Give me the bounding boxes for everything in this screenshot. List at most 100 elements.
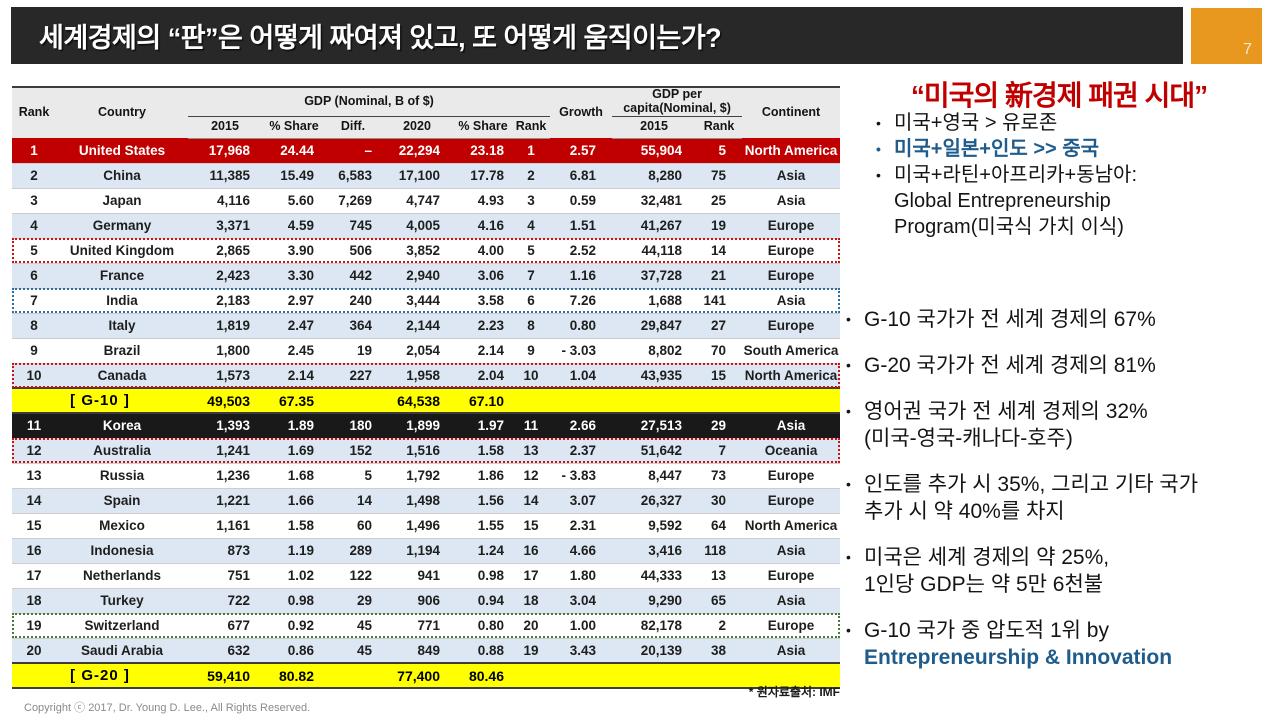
header-gdp-share-2015: % Share	[262, 116, 326, 139]
cell-continent: Europe	[742, 488, 841, 514]
table-row: 7 India 2,183 2.97 240 3,444 3.58 6 7.26 1,688 141…	[12, 288, 841, 314]
cell-gdp-share-2015: 15.49	[262, 163, 326, 189]
cell-gdp-per-capita-2015: 37,728	[612, 263, 697, 289]
cell-gdp-2020: 4,747	[380, 188, 454, 214]
cell-gdp-share-2020: 1.55	[454, 513, 512, 539]
cell-gdp-share-2020: 3.06	[454, 263, 512, 289]
cell-rank: 3	[12, 188, 56, 214]
table-row: 9 Brazil 1,800 2.45 19 2,054 2.14 9- 3.03 8,802 7…	[12, 338, 841, 364]
cell-continent: Europe	[742, 263, 841, 289]
bullet-line: Entrepreneurship & Innovation	[864, 646, 1173, 669]
cell-gdp-per-capita-rank: 29	[696, 413, 743, 439]
bullet-text: 미국+라틴+아프리카+동남아: Global Entrepreneurship Pr…	[894, 162, 1137, 240]
cell-growth: - 3.83	[550, 463, 613, 489]
cell-growth: 1.51	[550, 213, 613, 239]
cell-gdp-2020: 1,194	[380, 538, 454, 564]
cell-rank: 7	[12, 288, 56, 314]
summary-row: [ G-20 ] 59,410 80.82 77,400 80.46	[12, 663, 841, 688]
bullet-line: 미국+라틴+아프리카+동남아:	[894, 164, 1137, 186]
cell-gdp-rank-2020: 12	[512, 463, 551, 489]
cell-gdp-share-2020: 1.56	[454, 488, 512, 514]
headline-hanja: 新	[1004, 81, 1033, 112]
cell-continent: Asia	[742, 413, 841, 439]
cell-gdp-per-capita-2015: 3,416	[612, 538, 697, 564]
bullet-icon: •	[846, 311, 851, 327]
cell-gdp-2020: 77,400	[380, 663, 454, 688]
cell-gdp-share-2020: 2.23	[454, 313, 512, 339]
cell-rank: 16	[12, 538, 56, 564]
cell-growth: 0.59	[550, 188, 613, 214]
cell-gdp-share-2020: 0.88	[454, 638, 512, 664]
copyright-text: Copyright ⓒ 2017, Dr. Young D. Lee., All…	[24, 702, 311, 714]
bullet-item: • 영어권 국가 전 세계 경제의 32% (미국-영국-캐나다-호주)	[846, 398, 1280, 452]
cell-gdp-diff: 45	[326, 613, 380, 639]
cell-gdp-rank-2020: 18	[512, 588, 551, 614]
bullet-line: Global Entrepreneurship	[894, 190, 1111, 212]
table-row: 5 United Kingdom 2,865 3.90 506 3,852 4.00 5 2.5…	[12, 238, 841, 264]
cell-gdp-2020: 1,958	[380, 363, 454, 389]
cell-gdp-per-capita-rank: 15	[696, 363, 743, 389]
cell-rank: 10	[12, 363, 56, 389]
table-row: 8 Italy 1,819 2.47 364 2,144 2.23 8 0.80 29,847 27…	[12, 313, 841, 339]
cell-gdp-diff: 240	[326, 288, 380, 314]
cell-gdp-share-2015: 80.82	[262, 663, 326, 688]
cell-gdp-2020: 64,538	[380, 388, 454, 413]
cell-growth: 1.04	[550, 363, 613, 389]
cell-gdp-rank-2020: 13	[512, 438, 551, 464]
cell-gdp-2015: 1,393	[188, 413, 262, 439]
cell-gdp-per-capita-rank	[696, 388, 743, 413]
cell-gdp-share-2015: 0.86	[262, 638, 326, 664]
cell-gdp-share-2015: 1.02	[262, 563, 326, 589]
cell-continent: Asia	[742, 288, 841, 314]
bullet-line: Program(미국식 가치 이식)	[894, 216, 1124, 238]
cell-rank: 20	[12, 638, 56, 664]
cell-gdp-per-capita-2015: 26,327	[612, 488, 697, 514]
cell-gdp-2015: 2,183	[188, 288, 262, 314]
cell-country: Saudi Arabia	[56, 638, 188, 664]
cell-rank: 12	[12, 438, 56, 464]
bullet-item: • 미국+라틴+아프리카+동남아: Global Entrepreneurship P…	[876, 162, 1137, 240]
cell-summary-label: [ G-10 ]	[12, 388, 188, 413]
cell-gdp-share-2015: 2.47	[262, 313, 326, 339]
cell-gdp-per-capita-rank: 118	[696, 538, 743, 564]
cell-growth	[550, 388, 613, 413]
cell-gdp-per-capita-2015: 44,333	[612, 563, 697, 589]
cell-gdp-per-capita-2015: 41,267	[612, 213, 697, 239]
cell-gdp-per-capita-2015: 27,513	[612, 413, 697, 439]
cell-gdp-per-capita-rank: 7	[696, 438, 743, 464]
cell-continent: Asia	[742, 188, 841, 214]
cell-gdp-2020: 1,498	[380, 488, 454, 514]
table-row: 15 Mexico 1,161 1.58 60 1,496 1.55 15 2.31 9,592 6…	[12, 513, 841, 539]
cell-gdp-per-capita-2015: 8,280	[612, 163, 697, 189]
page-number-badge: 7	[1191, 8, 1262, 64]
cell-growth: 1.16	[550, 263, 613, 289]
cell-growth: 2.66	[550, 413, 613, 439]
table-row: 11 Korea 1,393 1.89 180 1,899 1.97 11 2.66 27,513…	[12, 413, 841, 439]
cell-gdp-share-2015: 1.19	[262, 538, 326, 564]
cell-gdp-2015: 17,968	[188, 138, 262, 164]
cell-gdp-per-capita-2015: 20,139	[612, 638, 697, 664]
cell-country: Spain	[56, 488, 188, 514]
cell-gdp-per-capita-rank: 19	[696, 213, 743, 239]
cell-gdp-2015: 632	[188, 638, 262, 664]
cell-rank: 1	[12, 138, 56, 164]
cell-gdp-rank-2020	[512, 663, 551, 688]
cell-gdp-per-capita-2015: 44,118	[612, 238, 697, 264]
cell-continent: Asia	[742, 638, 841, 664]
cell-country: China	[56, 163, 188, 189]
cell-gdp-share-2020: 1.58	[454, 438, 512, 464]
cell-country: Russia	[56, 463, 188, 489]
cell-gdp-diff: 364	[326, 313, 380, 339]
bullet-text: G-20 국가가 전 세계 경제의 81%	[864, 352, 1156, 379]
cell-gdp-per-capita-2015: 51,642	[612, 438, 697, 464]
bullet-line: 미국+영국 > 유로존	[894, 112, 1058, 134]
cell-gdp-rank-2020	[512, 388, 551, 413]
header-gdp-share-2020: % Share	[454, 116, 512, 139]
cell-rank: 2	[12, 163, 56, 189]
cell-gdp-2015: 4,116	[188, 188, 262, 214]
bullet-text: G-10 국가가 전 세계 경제의 67%	[864, 306, 1156, 333]
cell-country: Switzerland	[56, 613, 188, 639]
headline-pre: “미국의	[910, 80, 1005, 111]
bullet-item: • 미국+일본+인도 >> 중국	[876, 136, 1137, 162]
